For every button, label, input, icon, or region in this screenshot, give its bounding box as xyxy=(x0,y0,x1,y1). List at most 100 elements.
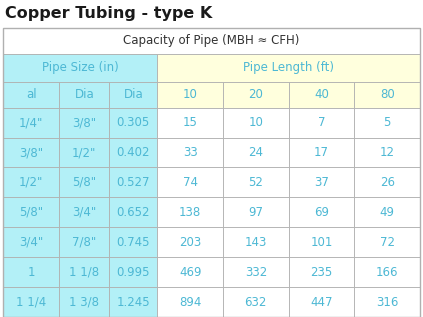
Text: 1 1/4: 1 1/4 xyxy=(16,295,46,308)
Bar xyxy=(354,138,420,167)
Text: 0.995: 0.995 xyxy=(117,266,150,279)
Text: 894: 894 xyxy=(179,295,201,308)
Bar xyxy=(157,108,223,138)
Bar xyxy=(109,287,157,317)
Bar xyxy=(0,0,423,28)
Bar xyxy=(288,82,354,108)
Text: 97: 97 xyxy=(248,206,263,219)
Bar xyxy=(223,138,288,167)
Text: 49: 49 xyxy=(380,206,395,219)
Text: Dia: Dia xyxy=(74,88,94,101)
Bar xyxy=(223,167,288,197)
Text: Copper Tubing - type K: Copper Tubing - type K xyxy=(5,6,212,22)
Text: 3/8": 3/8" xyxy=(19,146,43,159)
Bar xyxy=(288,287,354,317)
Text: 143: 143 xyxy=(244,236,267,249)
Text: 1/2": 1/2" xyxy=(72,146,96,159)
Text: Capacity of Pipe (MBH ≈ CFH): Capacity of Pipe (MBH ≈ CFH) xyxy=(124,34,299,47)
Bar xyxy=(3,227,59,257)
Bar xyxy=(109,108,157,138)
Text: 447: 447 xyxy=(310,295,333,308)
Text: 69: 69 xyxy=(314,206,329,219)
Text: 0.527: 0.527 xyxy=(117,176,150,189)
Bar xyxy=(59,257,109,287)
Bar xyxy=(288,227,354,257)
Text: 5/8": 5/8" xyxy=(72,176,96,189)
Bar xyxy=(3,257,59,287)
Text: Pipe Length (ft): Pipe Length (ft) xyxy=(243,61,334,74)
Text: 469: 469 xyxy=(179,266,201,279)
Text: 7/8": 7/8" xyxy=(72,236,96,249)
Bar xyxy=(109,257,157,287)
Text: 1: 1 xyxy=(27,266,35,279)
Bar xyxy=(157,82,223,108)
Text: 0.402: 0.402 xyxy=(117,146,150,159)
Text: 332: 332 xyxy=(244,266,267,279)
Text: 138: 138 xyxy=(179,206,201,219)
Text: 5: 5 xyxy=(384,116,391,129)
Text: 0.652: 0.652 xyxy=(117,206,150,219)
Text: 12: 12 xyxy=(380,146,395,159)
Bar xyxy=(3,167,59,197)
Text: 1 1/8: 1 1/8 xyxy=(69,266,99,279)
Text: 3/4": 3/4" xyxy=(72,206,96,219)
Bar xyxy=(223,197,288,227)
Bar xyxy=(223,108,288,138)
Bar xyxy=(59,108,109,138)
Bar xyxy=(354,167,420,197)
Bar xyxy=(157,138,223,167)
Bar xyxy=(3,108,59,138)
Bar xyxy=(157,287,223,317)
Text: 235: 235 xyxy=(310,266,332,279)
Bar xyxy=(3,138,59,167)
Bar xyxy=(288,138,354,167)
Bar xyxy=(3,28,420,54)
Text: 166: 166 xyxy=(376,266,398,279)
Bar xyxy=(354,82,420,108)
Bar xyxy=(109,227,157,257)
Bar xyxy=(223,82,288,108)
Bar xyxy=(59,138,109,167)
Text: 15: 15 xyxy=(183,116,198,129)
Bar xyxy=(157,227,223,257)
Bar xyxy=(109,138,157,167)
Bar xyxy=(157,257,223,287)
Bar xyxy=(223,287,288,317)
Bar xyxy=(354,287,420,317)
Text: 10: 10 xyxy=(183,88,198,101)
Text: 1.245: 1.245 xyxy=(116,295,150,308)
Bar xyxy=(59,197,109,227)
Bar xyxy=(288,197,354,227)
Bar xyxy=(354,108,420,138)
Bar xyxy=(288,108,354,138)
Text: Pipe Size (in): Pipe Size (in) xyxy=(42,61,118,74)
Text: 0.305: 0.305 xyxy=(117,116,150,129)
Text: 10: 10 xyxy=(248,116,263,129)
Text: 1 3/8: 1 3/8 xyxy=(69,295,99,308)
Text: 40: 40 xyxy=(314,88,329,101)
Bar xyxy=(354,227,420,257)
Bar xyxy=(354,197,420,227)
Bar xyxy=(59,287,109,317)
Bar xyxy=(109,167,157,197)
Text: 3/8": 3/8" xyxy=(72,116,96,129)
Text: 74: 74 xyxy=(183,176,198,189)
Bar xyxy=(157,54,420,82)
Bar xyxy=(3,82,59,108)
Text: 101: 101 xyxy=(310,236,332,249)
Text: 3/4": 3/4" xyxy=(19,236,43,249)
Bar xyxy=(3,54,157,82)
Text: 37: 37 xyxy=(314,176,329,189)
Text: 0.745: 0.745 xyxy=(117,236,150,249)
Text: 632: 632 xyxy=(244,295,267,308)
Text: Dia: Dia xyxy=(124,88,143,101)
Bar xyxy=(157,167,223,197)
Bar xyxy=(288,167,354,197)
Bar xyxy=(109,197,157,227)
Bar xyxy=(354,257,420,287)
Text: 17: 17 xyxy=(314,146,329,159)
Bar xyxy=(288,257,354,287)
Text: 1/2": 1/2" xyxy=(19,176,43,189)
Text: 316: 316 xyxy=(376,295,398,308)
Text: 203: 203 xyxy=(179,236,201,249)
